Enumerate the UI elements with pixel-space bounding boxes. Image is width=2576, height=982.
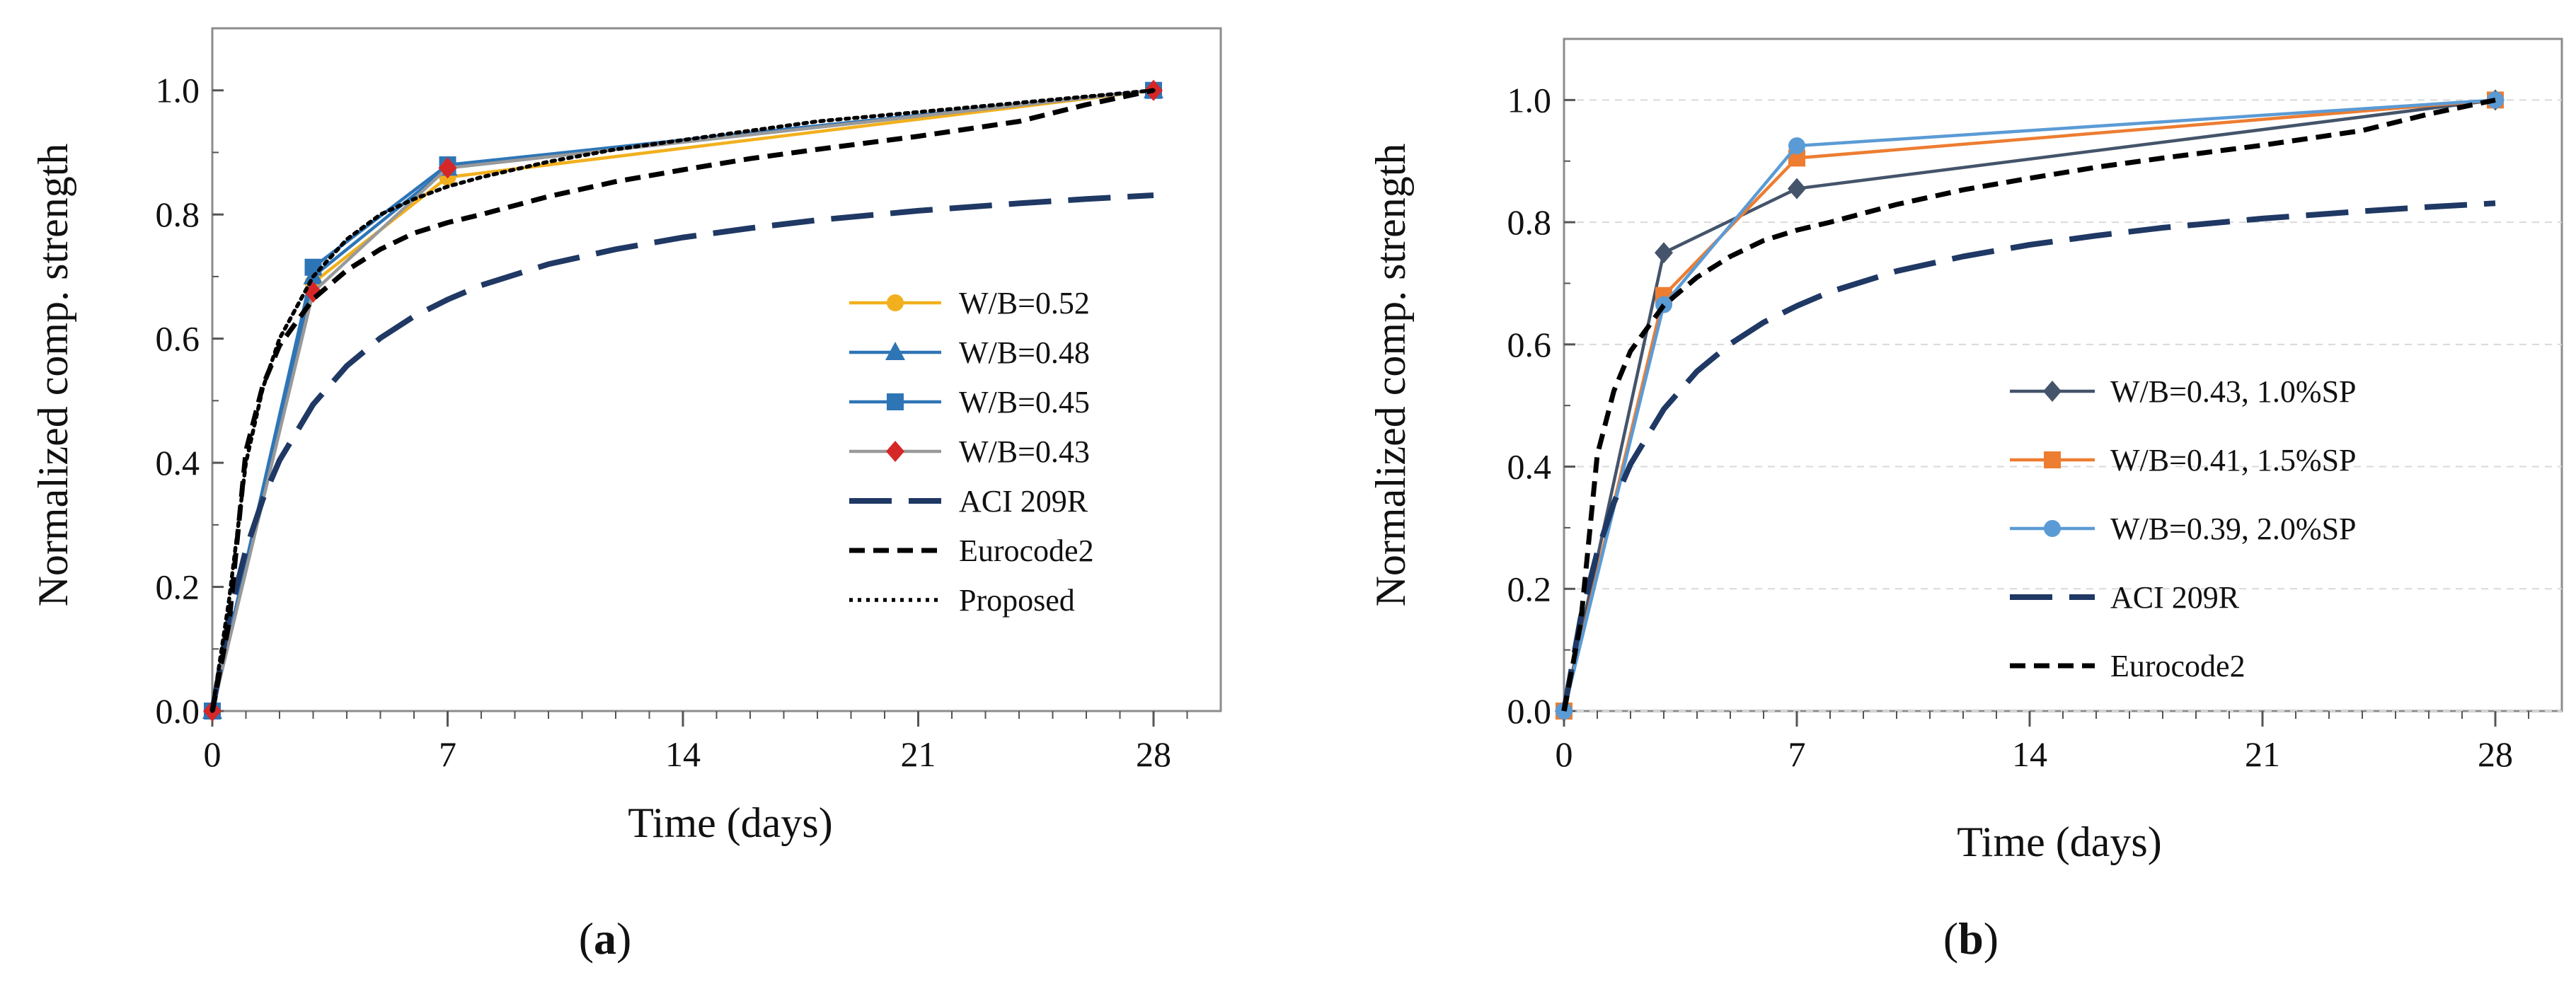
legend-label-w-b-0-43-1-0-sp: W/B=0.43, 1.0%SP [2110, 374, 2357, 409]
panel-caption-a: (a) [579, 913, 632, 964]
y-axis-label-b: Normalized comp. strength [1367, 144, 1414, 607]
series-line-eurocode2 [1561, 97, 2496, 712]
x-tick-label-a: 14 [665, 734, 701, 774]
chart-panel-a: 0.00.20.40.60.81.00 7 14 21 28 W/B=0.52W/B=0… [30, 27, 1222, 964]
data-point-w-b-0-45 [304, 258, 322, 276]
legend-a: W/B=0.52 W/B=0.48 W/B=0.45 W/B=0.43 ACI 209R… [849, 286, 1094, 618]
legend-label-w-b-0-52: W/B=0.52 [959, 286, 1090, 320]
data-point-w-b-0-43-1-0-sp [1655, 242, 1673, 264]
panel-label-b: b [1958, 913, 1984, 964]
legend-marker-w-b-0-43-1-0-sp [2043, 381, 2062, 402]
x-tick-label-b: 0 [1556, 734, 1573, 774]
legend-label-eurocode2: Eurocode2 [959, 533, 1094, 568]
x-tick-label-a: 21 [901, 734, 936, 774]
y-tick-label-a: 0.0 [156, 691, 200, 731]
x-tick-label-b: 21 [2245, 734, 2280, 774]
x-tick-label-b: 28 [2478, 734, 2513, 774]
y-tick-label-a: 0.4 [156, 443, 200, 483]
x-tick-label-a: 28 [1136, 734, 1171, 774]
axes-b: 0.0 0.2 0.4 0.6 0.8 1.0 0 7 14 21 28 [1507, 80, 2529, 774]
y-tick-label-b: 0.4 [1507, 447, 1552, 487]
series-line-aci-209r [1561, 200, 2496, 712]
plot-area-a [211, 27, 1222, 712]
series-line-w-b-0-43-1-0-sp [1562, 98, 2496, 712]
y-tick-label-b: 0.2 [1507, 569, 1552, 608]
data-point-w-b-0-43 [438, 157, 457, 179]
x-tick-label-b: 14 [2012, 734, 2047, 774]
data-point-w-b-0-39-2-0-sp [2487, 91, 2504, 109]
y-axis-label-a: Normalized comp. strength [30, 144, 76, 607]
y-tick-label-b: 1.0 [1507, 80, 1552, 120]
data-point-w-b-0-39-2-0-sp [1788, 137, 1805, 155]
x-axis-label-b: Time (days) [1957, 819, 2161, 865]
legend-label-aci-209r: ACI 209R [959, 484, 1088, 519]
y-tick-label-b: 0.6 [1507, 325, 1552, 364]
legend-label-w-b-0-45: W/B=0.45 [959, 385, 1090, 420]
legend-marker-w-b-0-41-1-5-sp [2044, 451, 2061, 468]
legend-label-proposed: Proposed [959, 583, 1075, 618]
legend-marker-w-b-0-39-2-0-sp [2044, 520, 2061, 537]
legend-marker-w-b-0-52 [887, 294, 904, 311]
series-group-a [202, 79, 1163, 722]
legend-b: W/B=0.43, 1.0%SP W/B=0.41, 1.5%SP W/B=0.39… [2010, 374, 2357, 683]
legend-label-w-b-0-39-2-0-sp: W/B=0.39, 2.0%SP [2110, 512, 2357, 546]
legend-marker-w-b-0-48 [885, 342, 905, 360]
chart-panel-b: 0.0 0.2 0.4 0.6 0.8 1.0 0 7 14 21 28 W/B=0.43, 1.0… [1367, 37, 2563, 964]
legend-marker-w-b-0-45 [887, 393, 904, 410]
plot-area-b [1563, 37, 2563, 712]
y-tick-label-a: 0.2 [156, 567, 200, 607]
y-tick-label-a: 0.6 [156, 319, 200, 359]
x-axis-label-a: Time (days) [628, 799, 832, 846]
panel-label-a: a [594, 913, 616, 964]
x-tick-label-b: 7 [1788, 734, 1806, 774]
x-tick-label-a: 7 [439, 734, 456, 774]
y-tick-label-b: 0.0 [1507, 691, 1552, 731]
svg-text:(b): (b) [1943, 913, 1999, 964]
axes-a: 0.0 0.2 0.4 0.6 0.8 1.0 0 7 14 21 28 [156, 71, 1188, 774]
x-tick-label-a: 0 [204, 734, 222, 774]
data-point-w-b-0-43-1-0-sp [1788, 178, 1806, 200]
y-tick-label-a: 1.0 [156, 71, 200, 110]
y-tick-label-b: 0.8 [1507, 202, 1552, 242]
legend-label-w-b-0-41-1-5-sp: W/B=0.41, 1.5%SP [2110, 443, 2357, 478]
legend-label-w-b-0-48: W/B=0.48 [959, 335, 1090, 370]
series-line-aci-209r [209, 192, 1154, 712]
panel-caption-b: (b) [1943, 913, 1999, 964]
legend-marker-w-b-0-43 [886, 441, 904, 462]
legend-label-w-b-0-43: W/B=0.43 [959, 434, 1090, 469]
series-line-proposed [210, 88, 1156, 713]
series-group-b [1555, 89, 2505, 722]
y-tick-label-a: 0.8 [156, 195, 200, 234]
legend-label-aci-209r: ACI 209R [2110, 580, 2240, 615]
svg-text:(a): (a) [579, 913, 632, 964]
legend-label-eurocode2: Eurocode2 [2110, 649, 2246, 683]
